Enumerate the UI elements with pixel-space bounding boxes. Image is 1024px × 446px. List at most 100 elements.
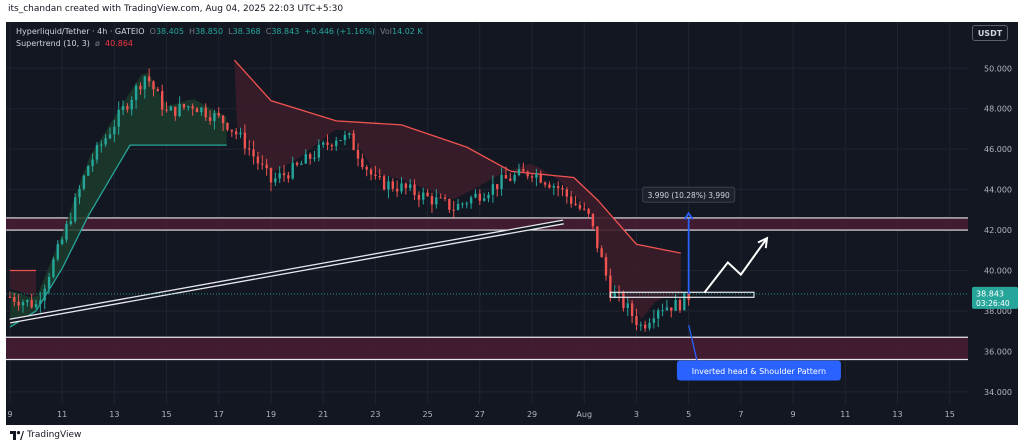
candle-body — [448, 198, 451, 210]
open-value: 38.405 — [155, 27, 184, 36]
x-tick-label: 27 — [475, 410, 485, 419]
high-value: 38.850 — [195, 27, 224, 36]
candle-body — [491, 184, 495, 195]
x-tick-label: 11 — [57, 410, 67, 419]
candle-body — [113, 126, 116, 135]
change-value: +0.446 (+1.16%) — [304, 27, 375, 36]
candle-body — [208, 117, 212, 121]
y-tick-label: 48.000 — [984, 105, 1012, 114]
candle-body — [13, 296, 16, 302]
candle-body — [243, 132, 247, 149]
supertrend-downtrend-fill — [234, 60, 681, 320]
candle-body — [213, 112, 216, 121]
candle-body — [217, 112, 220, 116]
currency-button[interactable]: USDT — [972, 25, 1008, 41]
candle-body — [234, 131, 238, 135]
candle-body — [169, 106, 173, 111]
candle-body — [69, 221, 73, 224]
candle-body — [356, 150, 360, 159]
indicator-visibility-icon[interactable]: ø — [95, 39, 100, 48]
x-tick-label: 17 — [214, 410, 224, 419]
candle-body — [278, 173, 281, 179]
candle-body — [435, 197, 438, 205]
x-tick-label: 7 — [738, 410, 743, 419]
support-resistance-zone — [6, 337, 968, 360]
candle-body — [657, 310, 660, 319]
volume-value: 14.02 K — [391, 27, 423, 36]
candle-body — [317, 144, 321, 158]
candle-body — [291, 162, 294, 179]
candle-body — [34, 304, 38, 308]
candle-body — [504, 174, 508, 179]
candle-body — [626, 303, 629, 309]
candle-body — [26, 299, 29, 303]
candle-body — [561, 188, 564, 190]
y-tick-label: 40.000 — [984, 267, 1012, 276]
candle-body — [391, 181, 395, 189]
projection-arrowhead — [757, 236, 769, 249]
x-tick-label: 19 — [266, 410, 276, 419]
x-tick-label: 9 — [7, 410, 12, 419]
candle-body — [117, 109, 120, 127]
legend-row-indicator[interactable]: Supertrend (10, 3) ø 40.864 — [16, 38, 423, 50]
candle-body — [465, 203, 468, 205]
y-tick-label: 34.000 — [984, 388, 1012, 397]
candle-body — [274, 178, 277, 183]
annotation-pointer — [688, 324, 698, 361]
chart-area[interactable]: 3.990 (10.28%) 3,990 Inverted head & Shou… — [6, 22, 1018, 425]
supertrend-up-line — [9, 144, 227, 328]
candle-body — [609, 275, 612, 298]
candle-body — [643, 324, 647, 329]
candle-body — [178, 104, 181, 116]
tradingview-brand: TradingView — [27, 430, 82, 440]
candle-body — [526, 171, 529, 177]
candle-body — [134, 85, 138, 100]
candle-body — [261, 163, 264, 165]
candle-body — [287, 175, 290, 179]
candle-body — [78, 188, 81, 198]
candle-body — [652, 318, 656, 323]
y-tick-label: 42.000 — [984, 226, 1012, 235]
candle-body — [369, 169, 373, 175]
x-tick-label: 15 — [945, 410, 955, 419]
x-tick-label: 15 — [161, 410, 171, 419]
candle-body — [56, 244, 59, 260]
candle-body — [604, 257, 608, 276]
candle-body — [591, 213, 595, 227]
price-chart[interactable]: 3.990 (10.28%) 3,990 Inverted head & Shou… — [6, 22, 1018, 425]
candle-body — [395, 188, 399, 192]
x-tick-label: 13 — [109, 410, 119, 419]
candle-body — [95, 144, 99, 160]
candle-body — [200, 107, 203, 113]
candle-body — [687, 292, 690, 301]
candle-body — [517, 169, 521, 175]
candle-body — [509, 178, 512, 181]
candle-body — [108, 134, 112, 139]
supertrend-downtrend-fill — [9, 270, 37, 297]
y-tick-label: 36.000 — [984, 347, 1012, 356]
measure-label: 3.990 (10.28%) 3,990 — [648, 191, 730, 200]
x-tick-label: 25 — [423, 410, 433, 419]
y-tick-label: 44.000 — [984, 186, 1012, 195]
candle-body — [478, 193, 482, 201]
measure-arrowhead — [683, 211, 694, 220]
candle-body — [630, 303, 634, 317]
candle-body — [361, 158, 364, 167]
candle-body — [496, 184, 499, 189]
candle-body — [522, 169, 525, 172]
candle-body — [683, 292, 686, 311]
candle-body — [91, 159, 94, 167]
candle-body — [613, 292, 616, 298]
annotation-box — [676, 360, 841, 381]
candle-body — [622, 293, 625, 309]
volume-label: Vol — [380, 27, 392, 36]
candle-body — [378, 176, 381, 178]
candle-body — [43, 288, 46, 301]
candle-body — [439, 197, 442, 199]
candle-body — [648, 322, 651, 329]
candle-body — [374, 174, 377, 177]
candle-body — [221, 115, 225, 123]
candle-body — [339, 140, 342, 142]
candle-body — [174, 106, 177, 116]
candle-body — [252, 149, 255, 157]
